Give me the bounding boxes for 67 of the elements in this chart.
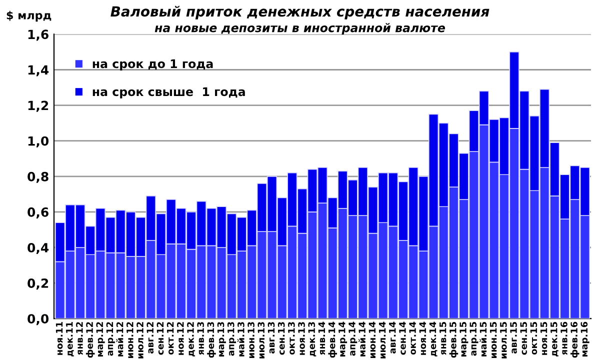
x-tick-label: мар.13 xyxy=(217,322,226,357)
x-tick-label: авг.15 xyxy=(510,322,517,354)
x-tick-label: июн.13 xyxy=(248,322,254,358)
x-tick-label: мар.14 xyxy=(338,322,348,357)
x-tick-label: сен.15 xyxy=(520,322,527,355)
y-tick-label: 1,2 xyxy=(28,100,48,112)
x-tick-label: ноя.14 xyxy=(419,322,426,355)
x-tick-label: июл.13 xyxy=(258,322,265,358)
x-tick-label: фев.16 xyxy=(570,322,580,358)
x-tick-label: фев.13 xyxy=(207,322,216,358)
x-tick-label: окт.14 xyxy=(409,322,416,355)
y-tick-label: 0,8 xyxy=(28,172,48,183)
x-tick-label: дек.14 xyxy=(429,322,438,356)
x-tick-label: дек.11 xyxy=(66,322,74,356)
x-tick-label: июл.12 xyxy=(136,322,144,358)
x-tick-label: июн.12 xyxy=(126,322,134,358)
x-tick-label: дек.15 xyxy=(550,322,558,356)
x-tick-label: янв.14 xyxy=(318,322,325,355)
x-tick-label: ноя.15 xyxy=(540,322,548,355)
x-tick-label: июн.14 xyxy=(368,322,376,358)
x-tick-label: май.12 xyxy=(116,322,124,356)
x-tick-label: июн.15 xyxy=(490,322,497,358)
x-tick-label: ноя.13 xyxy=(298,322,305,355)
x-tick-label: май.13 xyxy=(237,322,244,356)
x-tick-label: фев.15 xyxy=(449,322,458,358)
x-tick-label: окт.12 xyxy=(166,322,174,355)
x-tick-label: апр.14 xyxy=(348,322,358,356)
x-tick-label: окт.15 xyxy=(530,322,538,355)
x-tick-label: мар.15 xyxy=(460,322,468,357)
y-tick-label: 0,0 xyxy=(28,314,49,326)
y-tick-label: 1,0 xyxy=(28,136,49,148)
x-tick-label: янв.13 xyxy=(197,322,204,355)
x-tick-label: май.14 xyxy=(358,322,366,356)
legend-label: на срок до 1 года xyxy=(92,59,213,70)
x-tick-label: апр.15 xyxy=(470,322,478,356)
y-tick-label: 0,4 xyxy=(28,242,49,254)
x-tick-label: июл.15 xyxy=(500,322,507,358)
x-tick-label: авг.12 xyxy=(146,322,154,354)
y-tick-label: 0,6 xyxy=(28,207,48,218)
x-tick-label: мар.12 xyxy=(96,322,105,357)
x-tick-label: сен.14 xyxy=(399,322,406,355)
x-tick-label: авг.13 xyxy=(268,322,275,354)
x-tick-label: дек.13 xyxy=(308,322,316,356)
x-tick-label: фев.12 xyxy=(86,322,95,358)
x-tick-label: май.15 xyxy=(480,322,487,356)
x-tick-label: фев.14 xyxy=(328,322,337,358)
x-tick-label: сен.13 xyxy=(278,322,285,355)
x-tick-label: янв.16 xyxy=(560,322,568,355)
legend-label: на срок свыше 1 года xyxy=(92,87,245,98)
x-tick-label: апр.12 xyxy=(106,322,115,356)
x-tick-label: авг.14 xyxy=(389,322,396,354)
x-tick-label: мар.16 xyxy=(580,322,590,357)
x-tick-label: окт.13 xyxy=(288,322,295,355)
x-tick-label: янв.12 xyxy=(76,322,83,355)
chart-title: Валовый приток денежных средств населения xyxy=(110,6,490,20)
y-tick-label: 0,2 xyxy=(28,278,48,290)
x-tick-label: ноя.12 xyxy=(176,322,184,355)
y-tick-label: 1,6 xyxy=(28,30,48,41)
x-tick-label: июл.14 xyxy=(378,322,386,358)
chart-subtitle: на новые депозиты в иностранной валюте xyxy=(154,23,446,35)
x-tick-label: апр.13 xyxy=(227,322,236,356)
x-tick-label: янв.15 xyxy=(440,322,446,355)
x-tick-label: дек.12 xyxy=(187,322,196,356)
y-axis-title: $ млрд xyxy=(6,10,52,22)
x-tick-label: ноя.11 xyxy=(56,322,63,355)
y-tick-label: 1,4 xyxy=(28,65,49,76)
x-tick-label: сен.12 xyxy=(156,322,164,355)
